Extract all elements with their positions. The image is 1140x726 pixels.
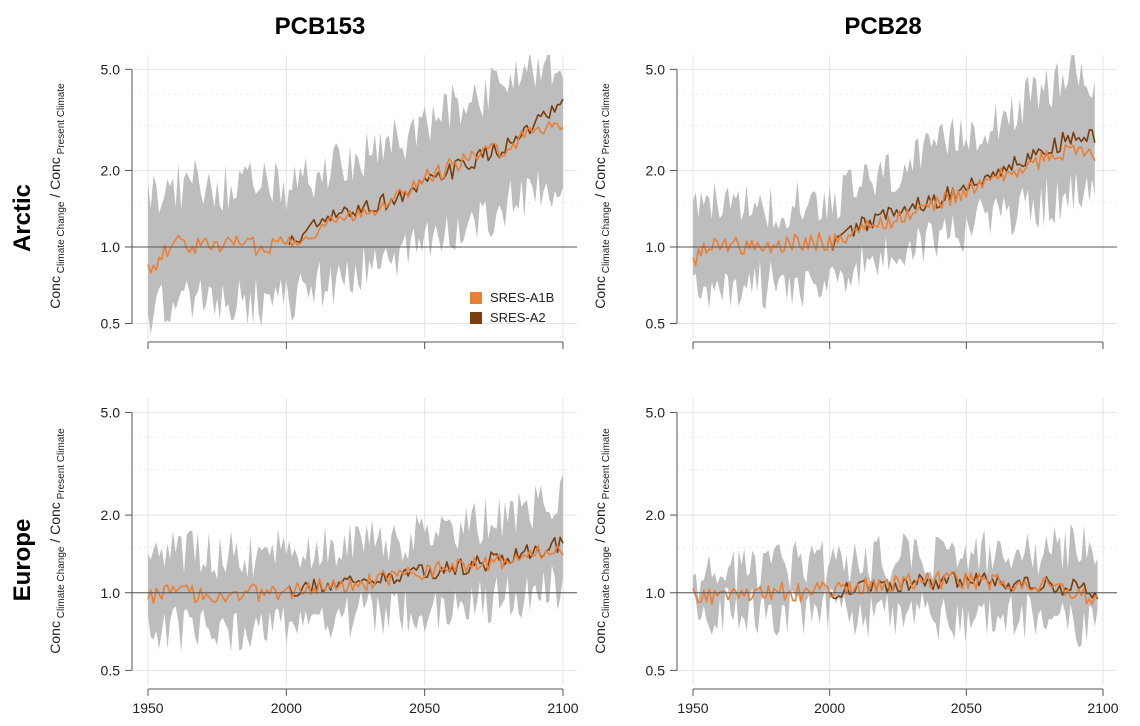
legend-label-a2: SRES-A2 [490, 310, 546, 325]
y-tick-label: 2.0 [646, 507, 666, 523]
legend-label-a1b: SRES-A1B [490, 290, 554, 305]
x-tick-label: 2100 [547, 700, 578, 716]
y-tick-label: 2.0 [101, 162, 121, 178]
y-axis-label: Conc Climate Change / Conc Present Clima… [592, 428, 612, 654]
x-tick-label: 1950 [677, 700, 708, 716]
y-axis-label: Conc Climate Change / Conc Present Clima… [592, 83, 612, 309]
legend-swatch-a1b [470, 292, 482, 304]
x-tick-label: 2050 [951, 700, 982, 716]
y-tick-label: 0.5 [101, 315, 121, 331]
series-line-a1b [147, 121, 564, 274]
column-title-pcb153: PCB153 [275, 13, 366, 40]
y-tick-label: 0.5 [646, 315, 666, 331]
y-tick-label: 0.5 [646, 662, 666, 678]
uncertainty-band [148, 474, 563, 653]
legend-swatch-a2 [470, 312, 482, 324]
y-tick-label: 1.0 [101, 239, 121, 255]
y-tick-label: 5.0 [101, 61, 121, 77]
series-line-a1b [692, 570, 1098, 606]
panel-pcb28-europe: 0.5 1.0 2.0 5.0 1950 2000 2050 2100 Conc Climat… [592, 398, 1119, 716]
y-tick-label: 2.0 [646, 162, 666, 178]
uncertainty-band [693, 55, 1095, 310]
panel-pcb153-europe: 0.5 1.0 2.0 5.0 1950 2000 2050 2100 Conc Climat… [47, 398, 579, 716]
y-tick-label: 5.0 [101, 404, 121, 420]
x-tick-label: 2000 [814, 700, 845, 716]
series-line-a2 [831, 129, 1096, 251]
uncertainty-band [693, 524, 1098, 648]
y-tick-label: 0.5 [101, 662, 121, 678]
y-tick-label: 1.0 [646, 239, 666, 255]
y-tick-label: 5.0 [646, 404, 666, 420]
series-line-a2 [288, 98, 564, 246]
x-tick-label: 2000 [271, 700, 302, 716]
x-tick-label: 1950 [132, 700, 163, 716]
series-line-a1b [147, 544, 564, 605]
legend: SRES-A1B SRES-A2 [470, 290, 554, 325]
x-tick-label: 2050 [409, 700, 440, 716]
column-title-pcb28: PCB28 [844, 13, 921, 40]
x-tick-label: 2100 [1087, 700, 1118, 716]
panel-pcb28-arctic: 0.5 1.0 2.0 5.0 Conc Climate Change / Conc … [592, 55, 1117, 349]
uncertainty-band [148, 55, 563, 335]
y-tick-label: 5.0 [646, 61, 666, 77]
y-tick-label: 1.0 [646, 585, 666, 601]
y-axis-label: Conc Climate Change / Conc Present Clima… [47, 428, 67, 654]
y-axis-label: Conc Climate Change / Conc Present Clima… [47, 83, 67, 309]
row-title-europe: Europe [9, 519, 36, 602]
row-title-arctic: Arctic [9, 184, 36, 252]
y-tick-label: 1.0 [101, 585, 121, 601]
y-tick-label: 2.0 [101, 507, 121, 523]
panel-pcb153-arctic: 0.5 1.0 2.0 5.0 Conc Climate Change / Conc … [47, 55, 577, 349]
